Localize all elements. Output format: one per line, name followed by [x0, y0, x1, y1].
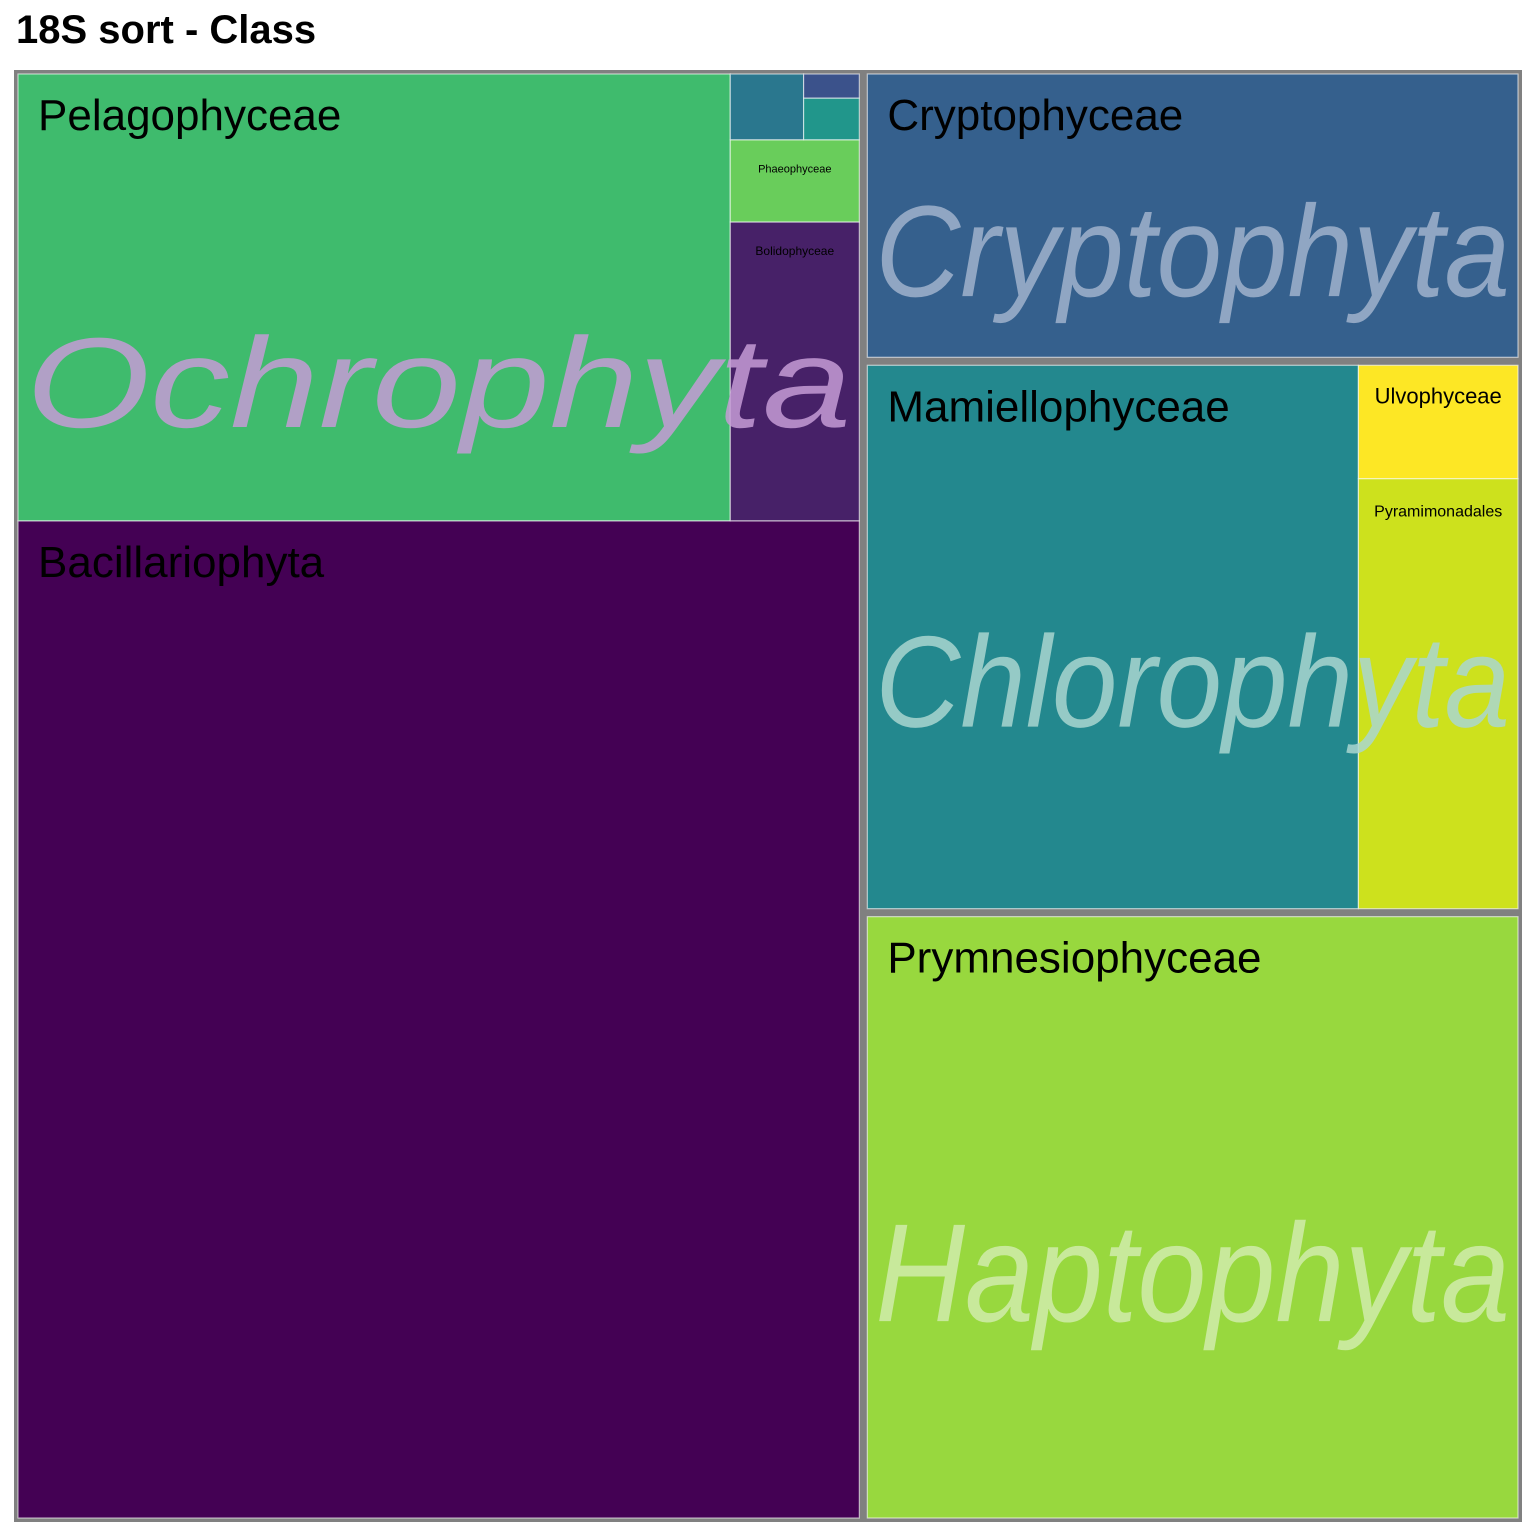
treemap-cell-prymnesiophyceae — [866, 916, 1519, 1519]
chart-title: 18S sort - Class — [16, 8, 317, 52]
cell-label-ulvophyceae: Ulvophyceae — [1375, 383, 1502, 408]
treemap-cell-phaeophyceae — [729, 139, 860, 223]
cell-label-phaeophyceae: Phaeophyceae — [758, 164, 831, 176]
treemap-cell-mamiellophyceae — [866, 364, 1360, 910]
group-label-cryptophyta: Cryptophyta — [875, 178, 1510, 324]
cell-label-bolidophyceae: Bolidophyceae — [755, 244, 834, 258]
cell-label-prymnesiophyceae: Prymnesiophyceae — [887, 934, 1261, 983]
cell-label-bacillariophyta: Bacillariophyta — [38, 538, 325, 587]
treemap-cell-ochrophyta-minor-5 — [802, 73, 860, 99]
cell-label-cryptophyceae: Cryptophyceae — [887, 91, 1183, 140]
treemap-cell-bolidophyceae — [729, 221, 860, 522]
cell-label-pyramimonadales: Pyramimonadales — [1374, 504, 1502, 521]
cell-label-pelagophyceae: Pelagophyceae — [38, 91, 341, 140]
group-label-chlorophyta: Chlorophyta — [875, 609, 1510, 755]
treemap-cell-pyramimonadales — [1357, 478, 1519, 910]
cell-label-mamiellophyceae: Mamiellophyceae — [887, 382, 1229, 431]
treemap-cell-ulvophyceae — [1357, 364, 1519, 480]
treemap-cell-cryptophyceae — [866, 73, 1519, 358]
treemap-cell-ochrophyta-minor-6 — [802, 97, 860, 141]
group-label-ochrophyta: Ochrophyta — [26, 312, 851, 455]
group-label-haptophyta: Haptophyta — [875, 1194, 1510, 1351]
treemap-cell-pelagophyceae — [17, 73, 731, 522]
treemap-cell-bacillariophyta — [17, 520, 860, 1519]
treemap-cell-ochrophyta-minor-4 — [729, 73, 805, 141]
